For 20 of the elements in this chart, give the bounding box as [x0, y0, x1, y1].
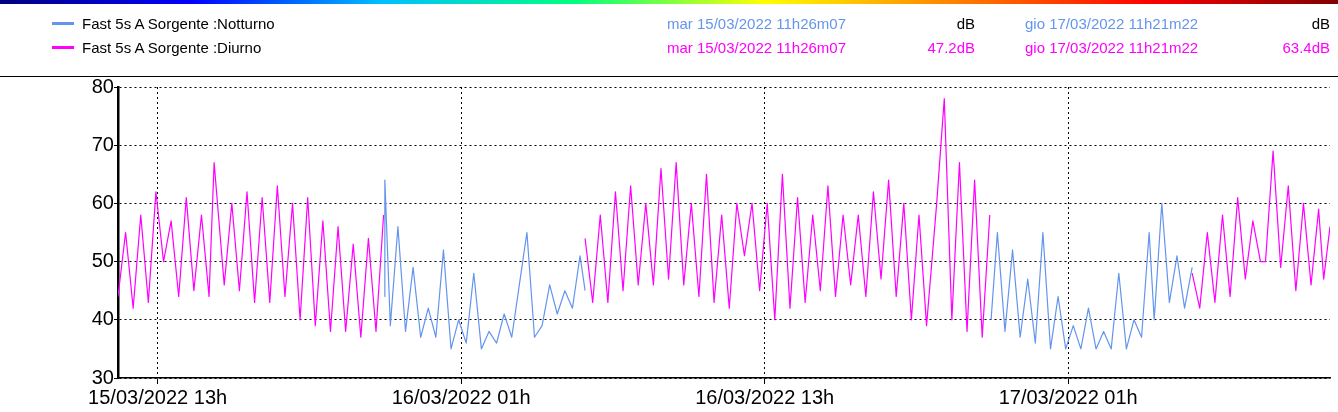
x-tick-label: 16/03/2022 01h: [391, 385, 531, 408]
text: dB: [1311, 15, 1330, 32]
x-tick-label: 15/03/2022 13h: [88, 385, 228, 408]
text: gio 17/03/2022 11h21m22: [1025, 39, 1199, 56]
text: mar 15/03/2022 11h26m07: [667, 15, 847, 32]
y-tick-label: 60: [91, 190, 114, 213]
y-tick-label: 80: [91, 74, 114, 97]
legend-label: Fast 5s A Sorgente :Notturno: [82, 15, 275, 32]
text: mar 15/03/2022 11h26m07: [667, 39, 847, 56]
y-tick-label: 30: [91, 365, 114, 388]
x-tick-label: 17/03/2022 01h: [998, 385, 1138, 408]
y-tick-label: 40: [91, 307, 114, 330]
y-tick-label: 50: [91, 249, 114, 272]
y-tick-label: 70: [91, 132, 114, 155]
text: dB: [956, 15, 975, 32]
text: 63.4dB: [1282, 39, 1330, 56]
x-tick-label: 16/03/2022 13h: [695, 385, 835, 408]
text: 47.2dB: [927, 39, 975, 56]
text: gio 17/03/2022 11h21m22: [1025, 15, 1199, 32]
legend-label: Fast 5s A Sorgente :Diurno: [82, 39, 262, 56]
